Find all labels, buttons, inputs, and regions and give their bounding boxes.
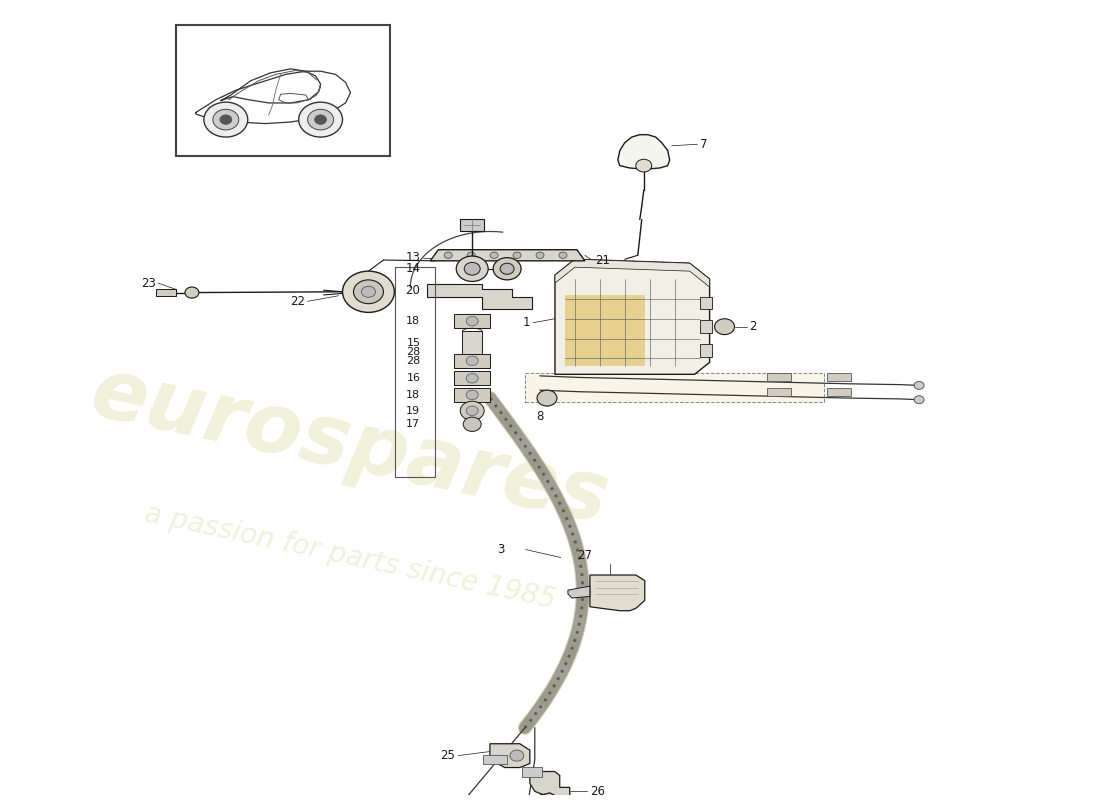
Text: 28: 28 xyxy=(406,347,420,357)
Bar xyxy=(768,374,791,382)
Circle shape xyxy=(537,390,557,406)
Text: 3: 3 xyxy=(497,543,505,556)
Bar xyxy=(156,290,176,296)
Circle shape xyxy=(353,280,384,304)
Bar xyxy=(483,755,507,764)
Polygon shape xyxy=(568,586,590,598)
Circle shape xyxy=(491,252,498,258)
Circle shape xyxy=(466,316,478,326)
Bar xyxy=(525,373,824,402)
Circle shape xyxy=(466,406,478,415)
Polygon shape xyxy=(618,134,670,169)
Polygon shape xyxy=(590,575,645,610)
Polygon shape xyxy=(530,771,570,800)
Bar xyxy=(454,371,491,386)
Text: 2: 2 xyxy=(749,320,757,333)
Text: 16: 16 xyxy=(406,374,420,383)
Circle shape xyxy=(493,258,521,280)
Bar xyxy=(454,388,491,402)
Circle shape xyxy=(468,252,475,258)
Text: 25: 25 xyxy=(440,749,455,762)
Circle shape xyxy=(466,374,478,383)
Circle shape xyxy=(342,271,395,313)
Bar xyxy=(700,297,712,310)
Circle shape xyxy=(510,750,524,761)
Text: 1: 1 xyxy=(522,316,530,330)
Polygon shape xyxy=(556,259,710,374)
Bar xyxy=(454,354,491,368)
Text: 22: 22 xyxy=(290,294,306,308)
Circle shape xyxy=(315,115,327,124)
Circle shape xyxy=(308,110,333,130)
Circle shape xyxy=(500,263,514,274)
Circle shape xyxy=(298,102,342,137)
Circle shape xyxy=(220,115,232,124)
Circle shape xyxy=(466,390,478,400)
Text: a passion for parts since 1985: a passion for parts since 1985 xyxy=(142,499,559,614)
Bar xyxy=(565,295,645,366)
Circle shape xyxy=(536,252,544,258)
Circle shape xyxy=(204,102,248,137)
Circle shape xyxy=(362,286,375,298)
Text: 20: 20 xyxy=(406,285,420,298)
Circle shape xyxy=(466,356,478,366)
Bar xyxy=(700,344,712,357)
Bar xyxy=(462,331,482,355)
Text: 15: 15 xyxy=(406,338,420,348)
Circle shape xyxy=(715,318,735,334)
Circle shape xyxy=(559,252,566,258)
Text: 7: 7 xyxy=(700,138,707,150)
Text: eurospares: eurospares xyxy=(85,351,617,540)
Polygon shape xyxy=(556,259,710,287)
Text: 14: 14 xyxy=(405,262,420,275)
Circle shape xyxy=(185,287,199,298)
Polygon shape xyxy=(490,744,530,767)
Bar xyxy=(700,320,712,333)
Circle shape xyxy=(463,417,481,431)
Text: 17: 17 xyxy=(406,419,420,430)
Bar xyxy=(827,374,851,382)
Circle shape xyxy=(464,262,481,275)
Text: 18: 18 xyxy=(406,316,420,326)
Text: 21: 21 xyxy=(595,254,609,267)
Text: 26: 26 xyxy=(590,785,605,798)
Text: 13: 13 xyxy=(406,251,420,264)
Circle shape xyxy=(513,252,521,258)
Text: 18: 18 xyxy=(406,390,420,400)
Text: 19: 19 xyxy=(406,406,420,416)
Circle shape xyxy=(456,256,488,282)
Bar xyxy=(176,25,390,156)
Text: 8: 8 xyxy=(537,410,543,423)
Bar xyxy=(521,766,542,777)
Bar xyxy=(768,388,791,396)
Text: 23: 23 xyxy=(141,277,156,290)
Text: 28: 28 xyxy=(406,356,420,366)
Bar xyxy=(827,388,851,396)
Bar xyxy=(395,267,436,478)
Circle shape xyxy=(460,402,484,420)
Circle shape xyxy=(636,159,651,172)
Polygon shape xyxy=(430,250,585,261)
Bar xyxy=(460,218,484,230)
Circle shape xyxy=(444,252,452,258)
Circle shape xyxy=(914,396,924,404)
Polygon shape xyxy=(427,284,532,310)
Bar xyxy=(454,314,491,328)
Text: 27: 27 xyxy=(578,550,593,562)
Circle shape xyxy=(213,110,239,130)
Circle shape xyxy=(914,382,924,390)
